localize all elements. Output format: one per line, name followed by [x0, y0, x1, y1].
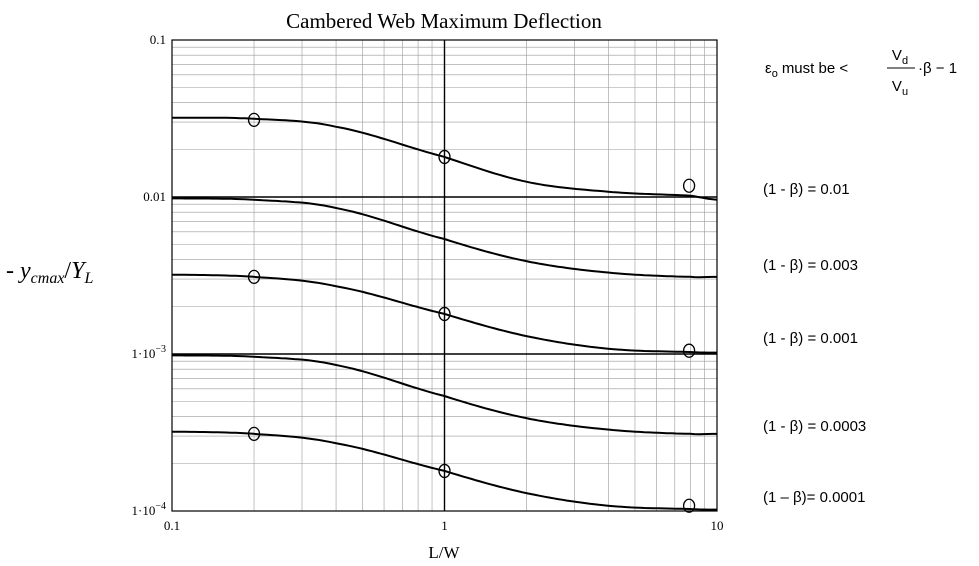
series-label: (1 - β) = 0.003 — [763, 257, 858, 274]
circle-marker — [438, 149, 451, 165]
circle-marker — [438, 463, 451, 479]
circle-marker — [247, 112, 261, 128]
circle-marker — [247, 269, 261, 285]
series-line — [172, 354, 717, 436]
x-tick-labels: 0.1 1 10 — [164, 518, 724, 533]
y-axis-label: - ycmax/YL — [6, 258, 93, 287]
circle-marker — [682, 498, 696, 513]
data-markers — [247, 112, 696, 513]
circle-marker — [682, 178, 696, 193]
y-tick-label: 1·10−3 — [132, 344, 166, 361]
circle-marker — [682, 343, 696, 358]
series-label: (1 - β) = 0.01 — [763, 181, 850, 198]
series-label: (1 - β) = 0.001 — [763, 330, 858, 347]
constraint-annotation: εo must be < Vd Vu ·β − 1 — [765, 47, 957, 98]
series-label: (1 - β) = 0.0003 — [763, 418, 866, 435]
series-labels: (1 - β) = 0.01 (1 - β) = 0.003 (1 - β) = 0… — [763, 181, 866, 506]
series-curves — [172, 116, 718, 511]
series-label: (1 – β)= 0.0001 — [763, 489, 865, 506]
series-line — [172, 197, 717, 279]
svg-text:Vd: Vd — [892, 47, 908, 67]
svg-text:·β − 1: ·β − 1 — [918, 60, 957, 77]
y-tick-labels: 0.1 0.01 1·10−3 1·10−4 — [132, 32, 166, 518]
x-tick-label: 0.1 — [164, 518, 180, 533]
y-tick-label: 1·10−4 — [132, 501, 166, 518]
series-line — [172, 430, 717, 511]
x-tick-label: 10 — [711, 518, 724, 533]
y-tick-label: 0.1 — [150, 32, 166, 47]
x-axis-label: L/W — [428, 543, 460, 562]
circle-marker — [247, 426, 261, 442]
svg-text:Vu: Vu — [892, 78, 908, 98]
y-tick-label: 0.01 — [143, 189, 166, 204]
x-tick-label: 1 — [441, 518, 448, 533]
circle-marker — [438, 306, 451, 322]
series-line — [172, 273, 717, 354]
chart-title: Cambered Web Maximum Deflection — [286, 9, 602, 33]
series-line — [172, 116, 718, 201]
major-grid — [172, 40, 717, 511]
